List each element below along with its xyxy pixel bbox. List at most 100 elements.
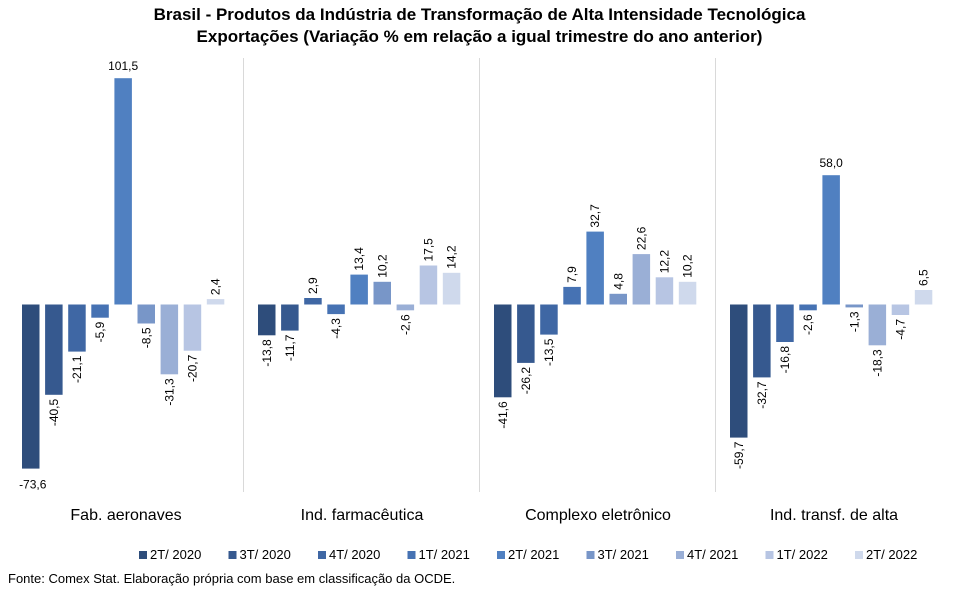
data-label: 2,9 bbox=[306, 277, 320, 294]
category-labels-layer: Fab. aeronaves Ind. farmacêutica Complexo … bbox=[70, 507, 898, 524]
legend-item: 1T/ 2021 bbox=[407, 547, 470, 562]
legend-swatch bbox=[318, 551, 326, 559]
bar bbox=[563, 286, 581, 305]
data-label: -20,7 bbox=[186, 354, 200, 382]
bar bbox=[304, 298, 322, 305]
bars-layer bbox=[22, 78, 933, 469]
data-label: -2,6 bbox=[398, 314, 412, 335]
bar bbox=[160, 304, 179, 375]
bar bbox=[822, 175, 840, 305]
data-label: -18,3 bbox=[870, 349, 884, 377]
legend-swatch bbox=[407, 551, 416, 559]
data-label: -32,7 bbox=[755, 381, 769, 409]
category-label: Complexo eletrônico bbox=[525, 507, 671, 524]
data-label: -2,6 bbox=[801, 314, 815, 335]
legend-label: 4T/ 2020 bbox=[329, 547, 380, 562]
data-label: 10,2 bbox=[375, 254, 389, 278]
data-label: -13,5 bbox=[542, 338, 556, 366]
bar bbox=[586, 231, 604, 305]
legend-label: 1T/ 2021 bbox=[419, 547, 470, 562]
legend-swatch bbox=[586, 551, 595, 559]
data-label: -73,6 bbox=[19, 478, 47, 492]
bar bbox=[442, 272, 461, 305]
data-label: 22,6 bbox=[634, 226, 648, 250]
chart-title: Brasil - Produtos da Indústria de Transf… bbox=[153, 5, 806, 24]
legend-swatch bbox=[497, 551, 505, 559]
bar bbox=[517, 304, 535, 363]
legend-label: 1T/ 2022 bbox=[777, 547, 828, 562]
data-label: 17,5 bbox=[422, 238, 436, 262]
data-label: -4,7 bbox=[894, 319, 908, 340]
source-note: Fonte: Comex Stat. Elaboração própria co… bbox=[8, 571, 456, 586]
legend-swatch bbox=[139, 551, 147, 559]
data-label: 4,8 bbox=[611, 273, 625, 290]
legend-item: 2T/ 2021 bbox=[497, 547, 559, 562]
legend-swatch bbox=[676, 551, 684, 559]
bar bbox=[419, 265, 438, 305]
group-dividers bbox=[243, 58, 716, 492]
bar bbox=[914, 290, 933, 305]
category-label: Ind. farmacêutica bbox=[301, 507, 424, 524]
bar bbox=[183, 304, 202, 351]
legend-swatch bbox=[855, 551, 863, 559]
data-label: 13,4 bbox=[352, 247, 366, 271]
bar bbox=[22, 304, 40, 469]
bar bbox=[350, 274, 368, 305]
data-label: 10,2 bbox=[681, 254, 695, 278]
data-label: 6,5 bbox=[917, 269, 931, 286]
bar bbox=[678, 281, 697, 305]
legend-item: 4T/ 2021 bbox=[676, 547, 738, 562]
legend-label: 2T/ 2020 bbox=[150, 547, 201, 562]
data-label: -21,1 bbox=[70, 355, 84, 383]
bar bbox=[396, 304, 415, 311]
data-label: -26,2 bbox=[519, 367, 533, 395]
bar bbox=[206, 299, 225, 305]
bar bbox=[258, 304, 276, 336]
legend: 2T/ 2020 3T/ 2020 4T/ 2020 1T/ 2021 2T/ 2021… bbox=[139, 547, 917, 562]
bar bbox=[45, 304, 63, 395]
data-label: 2,4 bbox=[209, 278, 223, 295]
bar bbox=[868, 304, 887, 346]
legend-swatch bbox=[765, 551, 774, 559]
bar bbox=[281, 304, 299, 331]
legend-item: 4T/ 2020 bbox=[318, 547, 380, 562]
data-label: -16,8 bbox=[778, 346, 792, 374]
bar bbox=[632, 254, 651, 305]
legend-item: 2T/ 2022 bbox=[855, 547, 917, 562]
bar bbox=[776, 304, 794, 342]
data-label: 7,9 bbox=[565, 266, 579, 283]
bar bbox=[799, 304, 817, 311]
data-label: -4,3 bbox=[329, 318, 343, 339]
data-label: -31,3 bbox=[162, 378, 176, 406]
legend-label: 3T/ 2020 bbox=[240, 547, 291, 562]
bar bbox=[730, 304, 748, 438]
legend-item: 3T/ 2021 bbox=[586, 547, 649, 562]
data-label: -40,5 bbox=[47, 398, 61, 426]
data-label: 101,5 bbox=[108, 59, 138, 73]
data-label: -59,7 bbox=[732, 441, 746, 469]
bar bbox=[845, 304, 863, 308]
bar bbox=[655, 277, 674, 305]
bar bbox=[494, 304, 512, 398]
bar bbox=[68, 304, 86, 352]
data-labels-layer: -73,6 -40,5 -21,1 -5,9 101,5 -8,5 -31,3 -20,7 2,… bbox=[19, 59, 930, 491]
bar bbox=[114, 78, 132, 305]
bar bbox=[753, 304, 771, 378]
data-label: 12,2 bbox=[658, 250, 672, 274]
category-label: Fab. aeronaves bbox=[70, 507, 181, 524]
data-label: -5,9 bbox=[93, 321, 107, 342]
data-label: -41,6 bbox=[496, 401, 510, 429]
bar bbox=[609, 293, 627, 305]
data-label: 32,7 bbox=[588, 204, 602, 228]
bar bbox=[327, 304, 345, 315]
legend-label: 4T/ 2021 bbox=[687, 547, 738, 562]
bar bbox=[373, 281, 391, 305]
bar bbox=[540, 304, 558, 335]
data-label: 14,2 bbox=[445, 245, 459, 269]
data-label: -11,7 bbox=[283, 334, 297, 361]
legend-label: 2T/ 2021 bbox=[508, 547, 559, 562]
legend-swatch bbox=[228, 551, 237, 559]
legend-item: 1T/ 2022 bbox=[765, 547, 828, 562]
bar bbox=[891, 304, 910, 315]
